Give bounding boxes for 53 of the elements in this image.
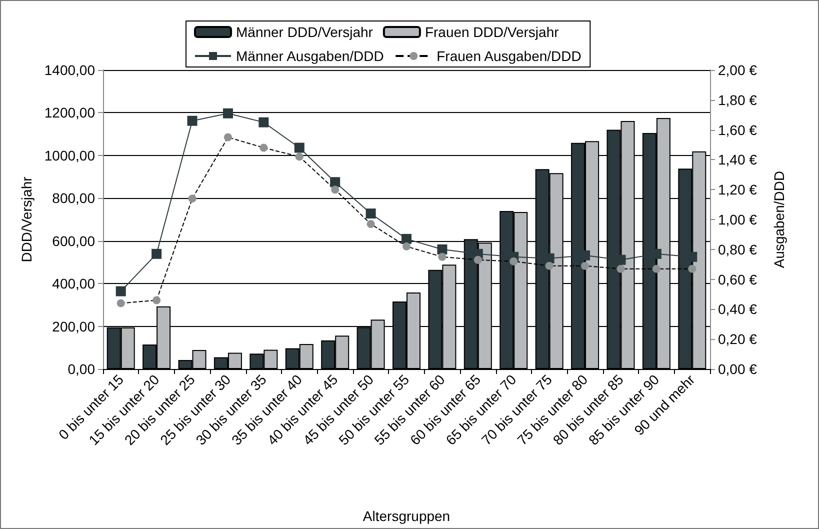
y-tick-label: 200,00 (52, 318, 96, 334)
y2-tick-label: 0,20 € (718, 331, 758, 348)
point (188, 194, 196, 203)
point (402, 242, 410, 250)
legend-label: Frauen DDD/Versjahr (424, 24, 560, 40)
point (438, 252, 446, 261)
y2-tick-label: 1,20 € (718, 182, 758, 198)
y-axis-title: DDD/Versjahr (18, 176, 34, 262)
y-tick-label: 400,00 (52, 276, 96, 292)
x-axis-title: Altersgruppen (362, 508, 450, 524)
point (437, 244, 448, 254)
point (366, 208, 376, 219)
y2-tick-label: 0,60 € (718, 271, 758, 288)
point (366, 220, 375, 228)
y-tick-label: 1400,00 (44, 62, 96, 78)
y2-tick-label: 1,80 € (718, 92, 758, 108)
y-tick-label: 1000,00 (44, 147, 96, 164)
legend-label: Männer DDD/Versjahr (236, 24, 374, 40)
point (152, 296, 161, 304)
y2-tick-label: 0,40 € (718, 301, 758, 318)
y2-tick-label: 1,40 € (718, 152, 758, 168)
point (545, 262, 554, 270)
point (474, 256, 482, 264)
y-tick-label: 800,00 (52, 190, 96, 206)
y2-tick-label: 1,00 € (718, 212, 758, 228)
point (224, 133, 232, 142)
point (330, 177, 340, 188)
y2-tick-label: 0,80 € (718, 241, 758, 258)
y2-axis-title: Ausgaben/DDD (771, 170, 787, 268)
point (116, 286, 126, 296)
point (652, 264, 660, 273)
point (116, 299, 125, 308)
point (187, 116, 198, 126)
point (510, 257, 518, 266)
y-tick-label: 1200,00 (44, 104, 96, 121)
point (616, 264, 625, 273)
y-tick-label: 0,00 (68, 361, 96, 377)
point (581, 262, 590, 270)
point (222, 108, 233, 118)
point (294, 142, 304, 153)
point (688, 264, 696, 273)
point (295, 152, 304, 161)
point (402, 234, 412, 244)
y-tick-label: 600,00 (52, 232, 96, 249)
y2-tick-label: 2,00 € (718, 62, 758, 78)
point (152, 248, 162, 259)
y2-tick-label: 0,00 € (718, 361, 758, 377)
point (258, 117, 269, 128)
y2-tick-label: 1,60 € (718, 122, 758, 138)
point (260, 144, 268, 152)
legend-label: Männer Ausgaben/DDD (236, 48, 384, 64)
legend-label: Frauen Ausgaben/DDD (436, 48, 582, 64)
point (331, 186, 340, 194)
